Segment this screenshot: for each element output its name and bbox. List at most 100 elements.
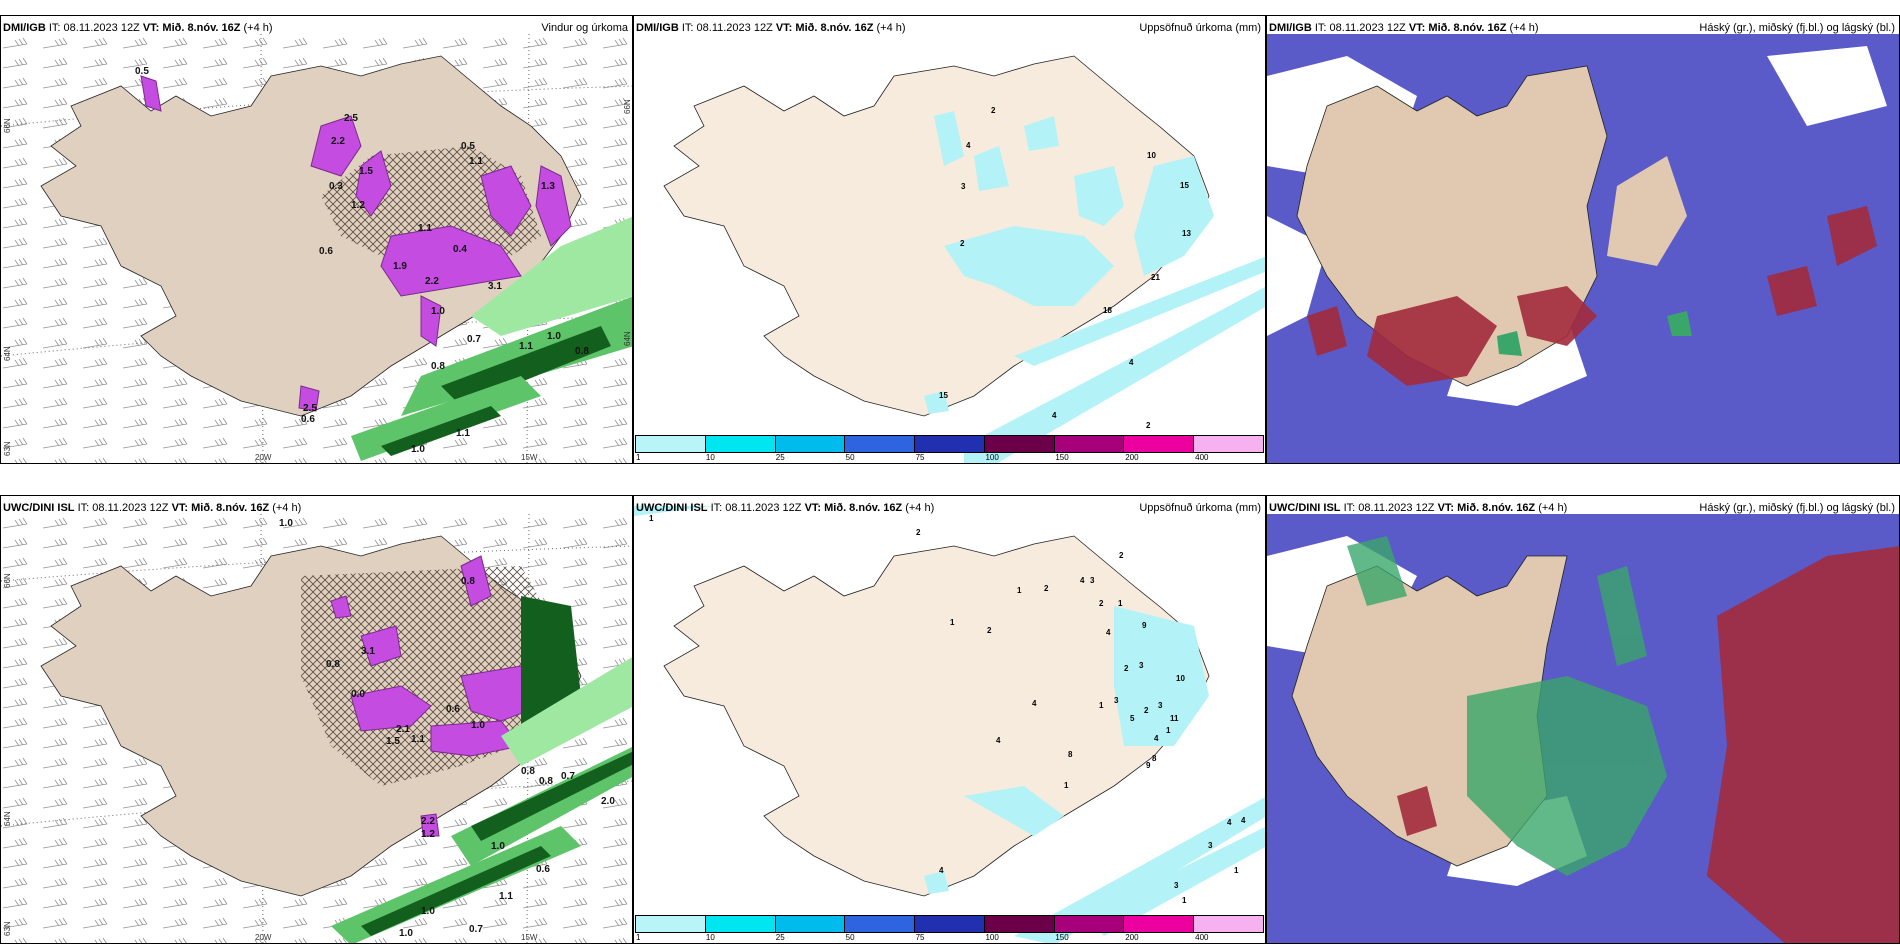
panel-clouds-dmi: DMI/IGB IT: 08.11.2023 12Z VT: Mið. 8.nó… bbox=[1266, 15, 1900, 464]
model-name: DMI/IGB bbox=[1269, 22, 1312, 34]
colorbar-tick-label: 25 bbox=[775, 453, 785, 462]
colorbar-swatches bbox=[635, 435, 1264, 453]
accum-value: 8 bbox=[1068, 750, 1073, 759]
wind-value: 0.8 bbox=[539, 776, 553, 787]
wind-value: 1.0 bbox=[421, 906, 435, 917]
init-time-label: IT: bbox=[1314, 22, 1327, 34]
accum-value: 9 bbox=[1146, 761, 1151, 770]
accum-areas bbox=[634, 506, 1265, 943]
lat-label-66-right: 66N bbox=[623, 99, 632, 114]
valid-time-label: VT: bbox=[1408, 22, 1426, 34]
precip-value: 0.4 bbox=[453, 244, 467, 255]
colorbar-tick-label: 10 bbox=[705, 933, 715, 942]
precip-value: 0.8 bbox=[326, 659, 340, 670]
precip-value: 1.1 bbox=[418, 223, 432, 234]
high-cloud-areas bbox=[1497, 311, 1692, 356]
panel-header: UWC/DINI ISL IT: 08.11.2023 12Z VT: Mið.… bbox=[636, 501, 1261, 515]
precip-value: 1.0 bbox=[431, 306, 445, 317]
precip-areas bbox=[140, 75, 572, 412]
accum-value: 2 bbox=[1099, 599, 1104, 608]
init-time-label: IT: bbox=[48, 22, 61, 34]
colorbar-swatch bbox=[705, 436, 776, 452]
colorbar-swatches bbox=[635, 915, 1264, 933]
panel-title: Háský (gr.), miðský (fj.bl.) og lágský (… bbox=[1699, 22, 1895, 34]
lon-label-20w: 20W bbox=[255, 933, 272, 942]
panel-wind-precip-uwc: UWC/DINI ISL IT: 08.11.2023 12Z VT: Mið.… bbox=[0, 495, 633, 944]
precip-value: 1.3 bbox=[541, 181, 555, 192]
init-time: 08.11.2023 12Z bbox=[1329, 22, 1406, 34]
precip-value: 2.5 bbox=[303, 403, 317, 414]
accum-value: 3 bbox=[1158, 701, 1163, 710]
colorbar-swatch bbox=[984, 436, 1055, 452]
precip-value: 0.3 bbox=[329, 181, 343, 192]
panel-title: Uppsöfnuð úrkoma (mm) bbox=[1139, 22, 1261, 34]
colorbar-swatch bbox=[775, 436, 846, 452]
precip-value: 1.9 bbox=[393, 261, 407, 272]
init-time: 08.11.2023 12Z bbox=[696, 22, 773, 34]
wind-value: 0.7 bbox=[467, 334, 481, 345]
colorbar-swatch bbox=[1054, 436, 1125, 452]
precip-value: 0.6 bbox=[446, 704, 460, 715]
wind-value: 1.0 bbox=[399, 928, 413, 939]
init-time-label: IT: bbox=[1343, 502, 1356, 514]
panel-header: UWC/DINI ISL IT: 08.11.2023 12Z VT: Mið.… bbox=[3, 501, 628, 515]
colorbar-ticks: 1 10 25 50 75 100 150 200 400 bbox=[635, 932, 1264, 943]
map-wind-precip bbox=[1, 513, 632, 943]
lat-label-66: 66N bbox=[3, 118, 12, 133]
precip-value: 0.0 bbox=[351, 689, 365, 700]
lat-label-64-right: 64N bbox=[623, 331, 632, 346]
accum-value: 1 bbox=[950, 618, 955, 627]
precip-value: 1.2 bbox=[421, 829, 435, 840]
lead-time: (+4 h) bbox=[905, 502, 935, 514]
lon-label-20w: 20W bbox=[255, 453, 272, 462]
accum-value: 1 bbox=[1064, 781, 1069, 790]
accum-value: 4 bbox=[1241, 816, 1246, 825]
precip-value: 2.2 bbox=[331, 136, 345, 147]
accum-value: 3 bbox=[1174, 881, 1179, 890]
colorbar-tick-label: 150 bbox=[1055, 453, 1069, 462]
colorbar-tick-label: 200 bbox=[1125, 453, 1139, 462]
lead-time: (+4 h) bbox=[272, 502, 302, 514]
model-name: UWC/DINI ISL bbox=[636, 502, 708, 514]
accum-value: 10 bbox=[1147, 151, 1156, 160]
accum-value: 9 bbox=[1142, 621, 1147, 630]
accum-value: 2 bbox=[960, 239, 965, 248]
accum-value: 1 bbox=[649, 514, 654, 523]
iceland-landmass bbox=[663, 535, 1210, 897]
panel-accum-precip-uwc: UWC/DINI ISL IT: 08.11.2023 12Z VT: Mið.… bbox=[633, 495, 1266, 944]
colorbar-tick-label: 10 bbox=[705, 453, 715, 462]
map-accum-precip bbox=[634, 506, 1265, 943]
valid-time-label: VT: bbox=[804, 502, 822, 514]
precip-value: 1.0 bbox=[279, 518, 293, 529]
accum-value: 2 bbox=[916, 528, 921, 537]
accum-value: 4 bbox=[1032, 699, 1037, 708]
accum-value: 1 bbox=[1017, 586, 1022, 595]
colorbar-swatch bbox=[636, 916, 706, 932]
accum-value: 2 bbox=[1119, 551, 1124, 560]
colorbar-tick-label: 25 bbox=[775, 933, 785, 942]
accum-value: 21 bbox=[1151, 273, 1160, 282]
precip-value: 2.2 bbox=[421, 816, 435, 827]
map-wind-precip bbox=[1, 33, 632, 463]
mid-cloud-areas bbox=[1397, 546, 1899, 943]
accum-value: 2 bbox=[1146, 421, 1151, 430]
colorbar-tick-label: 400 bbox=[1195, 933, 1209, 942]
init-time-label: IT: bbox=[681, 22, 694, 34]
panel-title: Háský (gr.), miðský (fj.bl.) og lágský (… bbox=[1699, 502, 1895, 514]
precip-colorbar: 1 10 25 50 75 100 150 200 400 bbox=[634, 913, 1265, 943]
wind-value: 2.0 bbox=[601, 796, 615, 807]
wind-value: 0.7 bbox=[561, 771, 575, 782]
colorbar-swatch bbox=[845, 436, 916, 452]
colorbar-swatch bbox=[1124, 436, 1195, 452]
panel-accum-precip-dmi: DMI/IGB IT: 08.11.2023 12Z VT: Mið. 8.nó… bbox=[633, 15, 1266, 464]
precip-value: 0.8 bbox=[431, 361, 445, 372]
accum-value: 3 bbox=[1114, 696, 1119, 705]
colorbar-swatch bbox=[1194, 916, 1264, 932]
valid-time: Mið. 8.nóv. 16Z bbox=[795, 22, 874, 34]
valid-time-label: VT: bbox=[142, 22, 160, 34]
colorbar-swatch bbox=[1054, 916, 1125, 932]
accum-value: 5 bbox=[1130, 714, 1135, 723]
valid-time: Mið. 8.nóv. 16Z bbox=[1457, 502, 1536, 514]
init-time: 08.11.2023 12Z bbox=[1358, 502, 1435, 514]
map-clouds bbox=[1267, 34, 1899, 463]
